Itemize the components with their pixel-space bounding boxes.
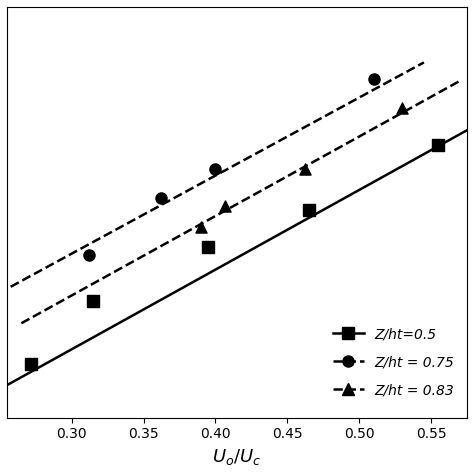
Point xyxy=(90,297,97,304)
Point xyxy=(222,202,229,210)
Point xyxy=(305,207,313,214)
Point xyxy=(157,194,164,202)
Point xyxy=(399,104,406,111)
Point xyxy=(27,361,35,368)
Legend: Z/ht=0.5, Z/ht = 0.75, Z/ht = 0.83: Z/ht=0.5, Z/ht = 0.75, Z/ht = 0.83 xyxy=(328,322,460,402)
Point xyxy=(197,223,205,230)
X-axis label: $U_o/U_c$: $U_o/U_c$ xyxy=(212,447,262,467)
Point xyxy=(211,165,219,173)
Point xyxy=(85,252,93,259)
Point xyxy=(301,165,309,173)
Point xyxy=(204,244,212,251)
Point xyxy=(435,141,442,148)
Point xyxy=(370,75,377,82)
